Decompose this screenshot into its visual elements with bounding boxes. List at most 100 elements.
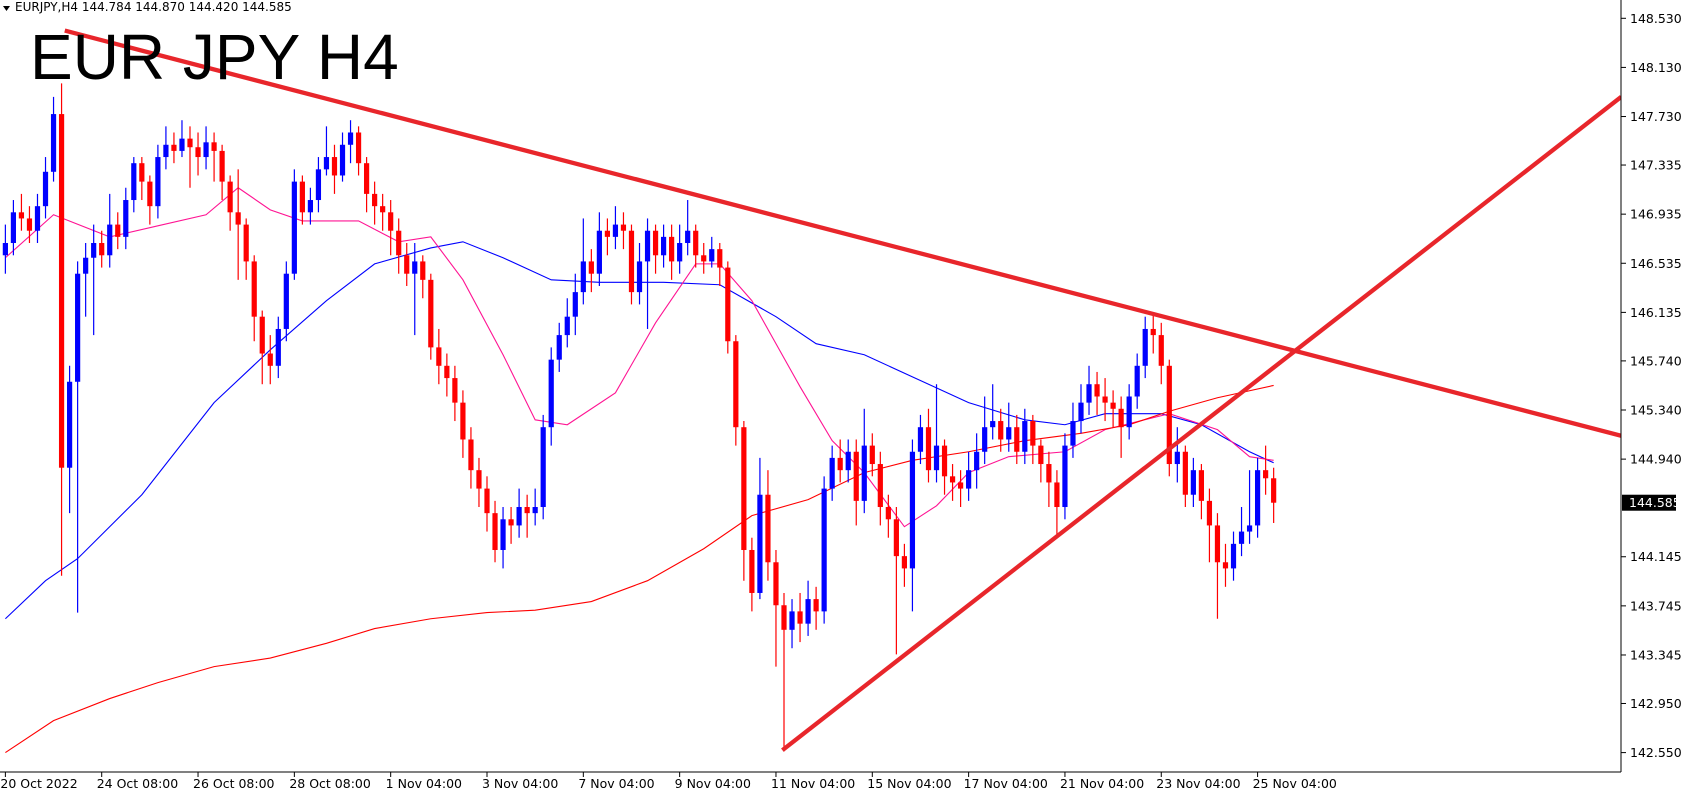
candle-body (532, 507, 538, 514)
x-tick-label: 11 Nov 04:00 (771, 776, 855, 791)
candle-body (259, 316, 265, 354)
y-tick-label: 146.135 (1630, 305, 1682, 320)
candle-body (99, 243, 105, 256)
last-price-label: 144.585 (1629, 495, 1681, 510)
candle-body (139, 163, 145, 182)
x-tick-label: 25 Nov 04:00 (1253, 776, 1337, 791)
candle-body (1182, 451, 1188, 495)
candle-body (612, 224, 619, 237)
candle-body (596, 230, 602, 274)
candle-body (1190, 470, 1196, 495)
candle-body (1263, 470, 1269, 479)
x-tick-label: 9 Nov 04:00 (675, 776, 751, 791)
candle-body (363, 163, 370, 194)
candle-body (235, 212, 241, 225)
candle-body (107, 224, 113, 256)
candle-body (131, 163, 137, 201)
candle-body (1054, 482, 1060, 508)
x-tick-label: 20 Oct 2022 (0, 776, 77, 791)
candle-body (685, 230, 691, 244)
y-tick-label: 144.145 (1630, 549, 1682, 564)
candle-body (540, 427, 546, 508)
candle-body (299, 181, 305, 213)
candle-body (1062, 445, 1068, 508)
candle-body (917, 427, 924, 452)
candle-body (1174, 451, 1180, 465)
candle-body (187, 138, 193, 148)
candle-body (821, 488, 827, 612)
candle-body (966, 470, 972, 489)
candle-body (211, 142, 217, 151)
candle-body (773, 562, 779, 606)
candle-body (982, 427, 988, 452)
candle-body (42, 171, 49, 207)
x-tick-label: 28 Oct 08:00 (289, 776, 371, 791)
candle-body (1110, 402, 1116, 409)
x-tick-label: 17 Nov 04:00 (964, 776, 1048, 791)
y-tick-label: 145.740 (1630, 353, 1682, 368)
candle-body (717, 249, 723, 268)
candle-body (1102, 396, 1108, 403)
menu-triangle (3, 6, 10, 11)
candle-body (155, 157, 161, 207)
candle-body (500, 519, 506, 550)
candle-body (701, 255, 707, 262)
candle-body (267, 353, 273, 366)
candle-body (492, 513, 498, 550)
candle-body (291, 181, 297, 274)
candle-body (420, 261, 426, 280)
candle-body (1070, 421, 1076, 446)
candle-body (163, 144, 169, 158)
candle-body (588, 261, 594, 274)
chart-header: EURJPY,H4 144.784 144.870 144.420 144.58… (15, 0, 292, 14)
candle-body (1230, 543, 1237, 569)
candle-body (1078, 402, 1084, 422)
trendline (781, 95, 1621, 752)
candle-body (444, 365, 450, 379)
y-tick-label: 143.745 (1630, 598, 1682, 613)
candle-body (1198, 470, 1205, 501)
candle-body (990, 421, 996, 428)
candle-body (1126, 396, 1132, 428)
x-tick-label: 15 Nov 04:00 (867, 776, 951, 791)
candle-body (524, 507, 530, 514)
candle-body (468, 439, 474, 471)
candle-body (123, 200, 129, 237)
last-price-box (1622, 494, 1676, 511)
candle-body (885, 507, 891, 520)
candle-body (412, 261, 418, 274)
candle-body (901, 556, 908, 569)
candle-body (765, 494, 771, 563)
candle-body (572, 292, 578, 317)
candle-body (660, 236, 667, 256)
candle-body (58, 114, 65, 468)
candle-body (323, 157, 330, 170)
candle-body (307, 200, 314, 213)
candle-body (1038, 445, 1044, 465)
x-tick-label: 21 Nov 04:00 (1060, 776, 1144, 791)
candle-body (75, 273, 81, 382)
candle-body (66, 381, 73, 468)
candle-body (10, 212, 17, 244)
candle-body (1254, 470, 1261, 526)
candle-body (179, 138, 185, 151)
candle-body (974, 451, 980, 471)
y-tick-label: 147.730 (1630, 109, 1682, 124)
candle-body (171, 144, 177, 151)
candle-body (909, 451, 916, 569)
candle-body (203, 142, 209, 158)
candle-body (1214, 525, 1221, 563)
x-tick-label: 26 Oct 08:00 (193, 776, 275, 791)
candle-body (219, 150, 225, 182)
chart-title: EUR JPY H4 (30, 21, 399, 93)
candle-body (452, 378, 458, 403)
candle-body (741, 427, 747, 550)
candle-body (1014, 427, 1020, 452)
candle-body (869, 445, 875, 465)
candle-body (1094, 384, 1100, 397)
candle-body (652, 230, 659, 256)
candle-body (1118, 408, 1124, 428)
y-tick-label: 143.345 (1630, 647, 1682, 662)
